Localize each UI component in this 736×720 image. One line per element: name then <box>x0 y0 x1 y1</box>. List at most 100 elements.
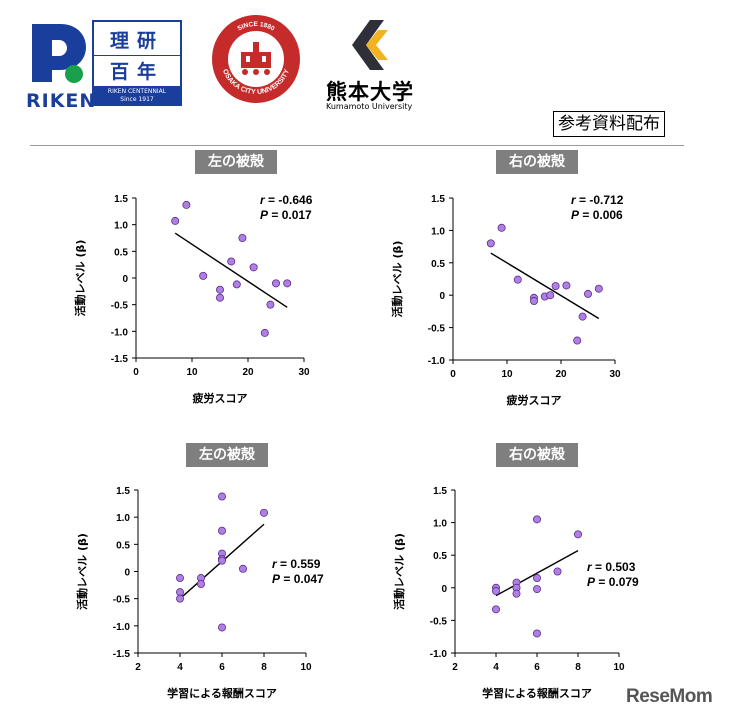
data-point <box>532 585 541 594</box>
data-point <box>176 574 185 583</box>
stat-p: P = 0.017 <box>260 208 312 222</box>
x-axis-label: 学習による報酬スコア <box>482 686 592 700</box>
stat-p-label: P <box>587 575 596 589</box>
regression-line <box>495 550 579 597</box>
data-point <box>271 279 280 288</box>
x-tick-label: 20 <box>242 367 254 378</box>
data-point <box>215 285 224 294</box>
y-tick-label: 0.5 <box>114 247 128 258</box>
data-point <box>594 284 603 293</box>
riken-mark-icon <box>32 24 86 83</box>
data-point <box>532 515 541 524</box>
x-tick-label: 2 <box>135 662 141 673</box>
panel-title-left-reward: 左の被殻 <box>186 443 268 467</box>
kumamoto-university-logo: 熊本大学 Kumamoto University <box>326 20 436 111</box>
resemom-watermark: ReseMom <box>626 686 713 707</box>
data-point <box>512 589 521 598</box>
osaka-building-icon <box>241 42 271 75</box>
y-tick-label: -1.5 <box>111 354 129 365</box>
data-point <box>176 588 185 597</box>
data-point <box>232 280 241 289</box>
y-tick-label: -0.5 <box>111 301 129 312</box>
stat-r: r = 0.503 <box>587 560 636 574</box>
x-tick-label: 8 <box>261 662 267 673</box>
panel-title-right-fatigue: 右の被殻 <box>496 150 578 174</box>
data-point <box>238 564 247 573</box>
stat-p-value: = 0.006 <box>579 208 623 222</box>
data-point <box>553 567 562 576</box>
stat-r-value: = -0.712 <box>576 193 624 207</box>
y-tick-label: 0 <box>439 291 445 302</box>
stat-p: P = 0.079 <box>587 575 639 589</box>
x-axis-label: 学習による報酬スコア <box>167 686 277 700</box>
x-tick-label: 6 <box>219 662 225 673</box>
data-point <box>217 526 226 535</box>
stat-r-label: r <box>587 560 593 574</box>
scatter-left-reward: 1.5 1.0 0.5 0 -0.5 -1.0 -1.5 2 4 6 8 10 学習による報酬スコア 活動… <box>75 486 324 700</box>
stat-r: r = -0.646 <box>260 193 313 207</box>
header-divider <box>30 145 684 146</box>
data-point <box>227 257 236 266</box>
data-point <box>215 293 224 302</box>
x-tick-label: 10 <box>613 662 625 673</box>
data-point <box>492 587 501 596</box>
stat-r-label: r <box>272 557 278 571</box>
stat-r-label: r <box>571 193 577 207</box>
x-tick-label: 6 <box>534 662 540 673</box>
data-point <box>217 556 226 565</box>
regression-line <box>490 252 600 320</box>
riken-wordmark: RIKEN <box>26 90 97 112</box>
y-tick-label: -0.5 <box>430 616 448 627</box>
data-point <box>578 312 587 321</box>
x-tick-label: 30 <box>609 369 621 380</box>
y-tick-label: -1.0 <box>430 649 448 660</box>
stat-r: r = -0.712 <box>571 193 624 207</box>
y-axis-label: 活動レベル (β) <box>75 533 89 610</box>
stat-p: P = 0.006 <box>571 208 623 222</box>
data-point <box>513 275 522 284</box>
data-point <box>562 281 571 290</box>
data-point <box>260 328 269 337</box>
riken-logo: RIKEN 理研 百年 RIKEN CENTENNIAL Since 1917 <box>26 20 186 112</box>
data-point <box>573 530 582 539</box>
data-point <box>583 289 592 298</box>
x-tick-label: 20 <box>555 369 567 380</box>
scatter-left-fatigue: 1.5 1.0 0.5 0 -0.5 -1.0 -1.5 0 10 20 30 疲労スコア 活動レベル … <box>73 193 313 405</box>
data-point <box>529 297 538 306</box>
stat-r-value: = 0.503 <box>592 560 636 574</box>
data-point <box>551 282 560 291</box>
y-tick-label: 1.0 <box>431 226 445 237</box>
reference-material-label: 参考資料配布 <box>553 111 665 137</box>
y-tick-label: 0.5 <box>116 540 130 551</box>
y-tick-label: 1.0 <box>116 513 130 524</box>
x-axis-label: 疲労スコア <box>507 393 562 407</box>
stat-r-value: = 0.559 <box>277 557 321 571</box>
data-point <box>497 223 506 232</box>
stat-p-value: = 0.079 <box>595 575 639 589</box>
svg-text:SINCE 1880: SINCE 1880 <box>236 21 276 33</box>
y-tick-label: 1.5 <box>114 194 128 205</box>
y-tick-label: 1.0 <box>433 519 447 530</box>
riken-since: Since 1917 <box>94 96 180 105</box>
y-tick-label: -0.5 <box>113 595 131 606</box>
data-point <box>196 579 205 588</box>
data-point <box>573 336 582 345</box>
x-tick-label: 10 <box>501 369 513 380</box>
x-tick-label: 8 <box>575 662 581 673</box>
osaka-since: SINCE 1880 <box>236 21 276 33</box>
osaka-city-university-seal: SINCE 1880 OSAKA CITY UNIVERSITY <box>212 15 300 103</box>
stat-r-value: = -0.646 <box>265 193 313 207</box>
data-point <box>259 508 268 517</box>
x-tick-label: 4 <box>493 662 499 673</box>
data-point <box>182 200 191 209</box>
x-tick-label: 10 <box>186 367 198 378</box>
data-point <box>217 492 226 501</box>
x-axis-label: 疲労スコア <box>193 391 248 405</box>
stat-p-label: P <box>272 572 281 586</box>
regression-line <box>174 232 288 308</box>
x-tick-label: 4 <box>177 662 183 673</box>
stat-p-value: = 0.017 <box>268 208 312 222</box>
stat-r-label: r <box>260 193 266 207</box>
stat-p-label: P <box>571 208 580 222</box>
y-tick-label: 0.5 <box>433 551 447 562</box>
